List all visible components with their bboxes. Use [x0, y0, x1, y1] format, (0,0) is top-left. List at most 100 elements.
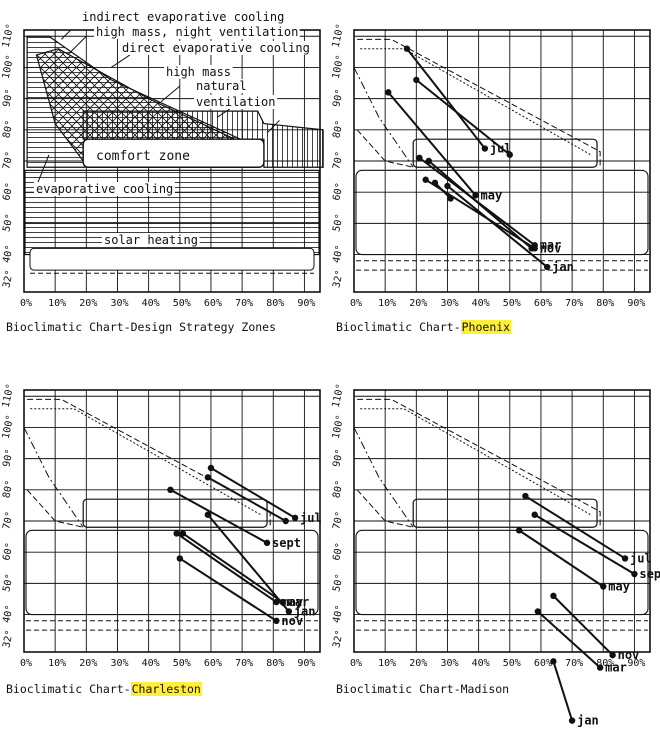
month-point-high — [522, 492, 529, 500]
x-tick-label: 40% — [142, 298, 160, 309]
y-tick-label: 32° — [331, 269, 346, 289]
month-point-high — [531, 511, 538, 518]
month-point-low — [596, 664, 604, 671]
x-tick-label: 40% — [472, 658, 490, 669]
month-label: nov — [281, 614, 303, 628]
x-tick-label: 80% — [596, 298, 614, 309]
x-tick-label: 20% — [79, 298, 97, 309]
month-line — [552, 661, 574, 721]
month-label: nov — [540, 241, 562, 255]
x-tick-label: 30% — [440, 658, 458, 669]
x-tick-label: 40% — [472, 298, 490, 309]
zone-label-bg — [164, 65, 233, 79]
leader-line — [266, 120, 280, 134]
x-tick-label: 30% — [110, 298, 128, 309]
month-point-high — [515, 527, 523, 534]
direct-evap-outline — [23, 427, 84, 528]
month-point-high — [425, 157, 432, 165]
y-tick-label: 40° — [331, 244, 346, 264]
month-label: mar — [288, 595, 310, 609]
month-point-high — [403, 45, 411, 52]
month-point-low — [609, 651, 616, 659]
ventilation-outline — [26, 489, 84, 528]
x-tick-label: 90% — [627, 298, 645, 309]
zone-label-bg — [94, 148, 192, 163]
month-line — [518, 529, 604, 588]
zone-label-bg — [102, 233, 200, 247]
month-label: may — [281, 595, 303, 609]
month-point-low — [543, 263, 551, 271]
x-tick-label: 10% — [378, 658, 396, 669]
month-label: nov — [618, 648, 640, 662]
leader-line — [160, 85, 181, 103]
panel-title-madison: Bioclimatic Chart-Madison — [336, 682, 510, 696]
y-tick-label: 100° — [1, 414, 17, 440]
x-tick-label: 0% — [20, 658, 32, 669]
month-line — [387, 91, 477, 196]
x-tick-label: 70% — [235, 658, 253, 669]
month-line — [446, 185, 548, 268]
month-point-high — [431, 179, 439, 187]
month-line — [534, 513, 635, 575]
y-tick-label: 50° — [1, 213, 16, 233]
panel-title-charleston: Bioclimatic Chart-Charleston — [6, 682, 202, 696]
chart-grid-madison: 0% 10% 20% 30% 40% 50% 60% 70% 80% 90% 32° 40° 50° 60… — [331, 383, 651, 669]
month-label: mar — [605, 661, 627, 675]
y-tick-label: 32° — [1, 269, 16, 289]
month-line — [552, 595, 614, 656]
x-tick-label: 10% — [48, 658, 66, 669]
month-label: jan — [552, 260, 574, 274]
solar-heating-outline — [25, 529, 319, 616]
x-tick-label: 60% — [534, 298, 552, 309]
month-point-low — [291, 514, 299, 522]
panel-title-zones: Bioclimatic Chart-Design Strategy Zones — [6, 320, 277, 334]
x-tick-label: 70% — [565, 658, 583, 669]
month-point-high — [179, 530, 187, 537]
month-line — [182, 532, 284, 603]
month-line — [176, 532, 277, 603]
zone-label-bg — [120, 41, 312, 55]
month-point-low — [600, 583, 607, 590]
y-tick-label: 60° — [331, 182, 346, 202]
month-line — [415, 79, 511, 156]
x-tick-label: 80% — [266, 658, 284, 669]
city-name-phoenix: Phoenix — [460, 320, 512, 334]
x-tick-label: 70% — [565, 298, 583, 309]
lower-band — [29, 247, 315, 271]
zone-label-indirect-evap: indirect evaporative cooling — [82, 10, 284, 24]
month-point-high — [550, 592, 557, 600]
ventilation-outline — [356, 489, 414, 528]
month-point-low — [481, 145, 489, 152]
zone-label-ventilation: ventilation — [196, 95, 275, 109]
x-tick-label: 0% — [350, 298, 362, 309]
month-line — [406, 48, 486, 150]
month-point-high — [385, 89, 392, 96]
y-tick-label: 60° — [1, 542, 16, 562]
zone-label-high-mass: high mass — [166, 65, 231, 79]
solar-heating-outline — [355, 169, 649, 256]
month-point-low — [263, 539, 271, 547]
y-tick-label: 100° — [331, 414, 347, 440]
y-tick-label: 50° — [1, 573, 16, 593]
month-label: jul — [630, 551, 652, 565]
month-label: jul — [300, 511, 322, 525]
month-point-high — [416, 154, 423, 162]
ventilation-outline — [356, 129, 414, 168]
x-tick-label: 60% — [204, 298, 222, 309]
zone-label-bg — [94, 25, 300, 39]
y-tick-label: 60° — [1, 182, 16, 202]
solar-heating-outline — [355, 529, 649, 616]
x-tick-label: 20% — [409, 298, 427, 309]
y-tick-label: 80° — [331, 119, 346, 139]
comfort-zone-outline — [82, 498, 268, 528]
y-tick-label: 50° — [331, 213, 346, 233]
x-tick-label: 30% — [110, 658, 128, 669]
zone-label-bg — [194, 79, 249, 93]
indirect-evap-outline — [357, 398, 601, 528]
month-point-high — [207, 464, 215, 472]
y-tick-label: 40° — [1, 244, 16, 264]
y-tick-label: 40° — [1, 604, 16, 624]
month-label: jan — [294, 604, 316, 618]
x-tick-label: 0% — [20, 298, 32, 309]
